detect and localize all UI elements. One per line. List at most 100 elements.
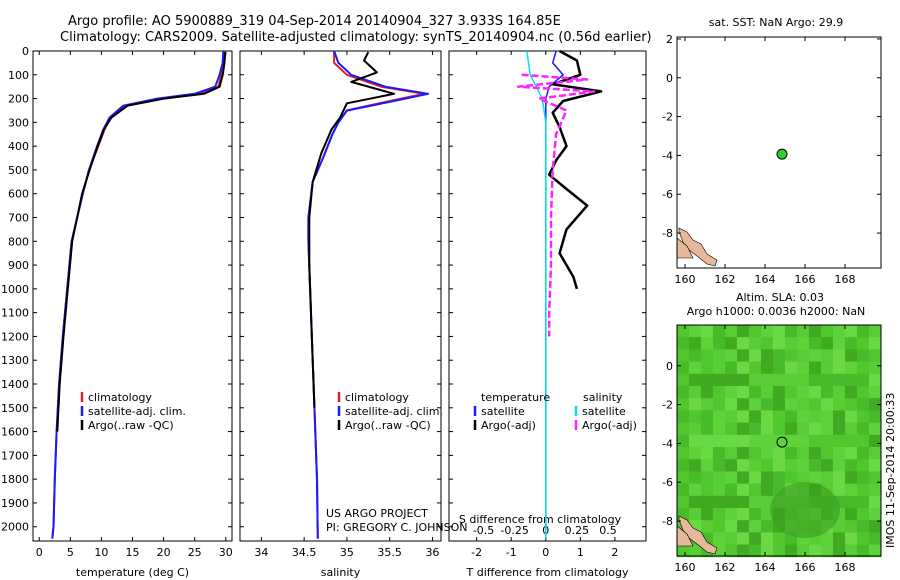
sla-heatmap-cell xyxy=(713,532,726,545)
sla-heatmap-cell xyxy=(749,508,762,521)
sla-heatmap-cell xyxy=(713,520,726,533)
sla-heatmap-cell xyxy=(845,459,858,472)
sla-heatmap-cell xyxy=(785,422,798,436)
sla-heatmap-cell xyxy=(845,373,858,387)
sla-heatmap-cell xyxy=(857,459,870,472)
difference-top-axis-label: S difference from climatology xyxy=(459,513,622,526)
sla-heatmap-cell xyxy=(797,386,810,399)
difference-series-line xyxy=(526,50,547,539)
difference-series-line xyxy=(516,73,596,337)
depth-axis-tick-label: 1300 xyxy=(1,354,29,367)
sla-heatmap-cell xyxy=(785,434,798,448)
sla-heatmap-cell xyxy=(869,508,882,521)
sla-heatmap-cell xyxy=(725,471,738,484)
sla-heatmap-cell xyxy=(689,422,702,436)
page-subtitle: Climatology: CARS2009. Satellite-adjuste… xyxy=(60,30,652,45)
sla-heatmap-cell xyxy=(821,373,834,387)
sla-heatmap-cell xyxy=(785,459,798,472)
sla-heatmap-cell xyxy=(833,398,846,411)
sla-heatmap-cell xyxy=(845,386,858,399)
sst-map-x-tick-label: 162 xyxy=(715,273,736,286)
sla-map-title: Altim. SLA: 0.03 xyxy=(736,291,824,304)
sla-heatmap-cell xyxy=(749,349,762,362)
sla-heatmap-cell xyxy=(845,495,858,509)
sla-heatmap-cell xyxy=(821,422,834,436)
sla-heatmap-cell xyxy=(701,373,714,387)
depth-axis-tick-label: 1400 xyxy=(1,378,29,391)
sla-heatmap-cell xyxy=(845,325,858,338)
sla-heatmap-cell xyxy=(737,398,750,411)
sla-heatmap-cell xyxy=(701,361,714,375)
sla-heatmap-cell xyxy=(785,386,798,399)
sla-heatmap-cell xyxy=(857,544,870,558)
sla-heatmap-cell xyxy=(701,459,714,472)
sla-heatmap-cell xyxy=(857,373,870,387)
sla-heatmap-cell xyxy=(773,471,786,484)
depth-axis-tick-label: 900 xyxy=(8,259,29,272)
sla-heatmap-cell xyxy=(737,325,750,338)
sla-heatmap-cell xyxy=(809,349,822,362)
difference-axes-frame xyxy=(448,50,647,542)
difference-axis-tick-label: -2 xyxy=(471,546,482,559)
sla-heatmap-cell xyxy=(821,471,834,484)
sla-heatmap-cell xyxy=(677,483,690,497)
sla-heatmap-cell xyxy=(725,373,738,387)
sla-heatmap-cell xyxy=(689,373,702,387)
sla-heatmap-cell xyxy=(785,337,798,350)
depth-axis-tick-label: 1700 xyxy=(1,449,29,462)
sla-heatmap-cell xyxy=(869,349,882,362)
sla-heatmap-cell xyxy=(761,544,774,558)
credits-pi: PI: GREGORY C. JOHNSON xyxy=(326,521,467,534)
sla-heatmap-cell xyxy=(821,544,834,558)
sla-heatmap-cell xyxy=(701,337,714,350)
sla-heatmap-cell xyxy=(737,495,750,509)
sla-heatmap-cell xyxy=(737,349,750,362)
sla-heatmap-cell xyxy=(701,483,714,497)
sla-heatmap-cell xyxy=(725,325,738,338)
sla-heatmap-cell xyxy=(689,349,702,362)
sla-heatmap-cell xyxy=(809,434,822,448)
sla-heatmap-cell xyxy=(845,422,858,436)
sla-heatmap-cell xyxy=(701,398,714,411)
sla-heatmap-cell xyxy=(869,398,882,411)
sla-heatmap-cell xyxy=(821,337,834,350)
sla-heatmap-cell xyxy=(809,386,822,399)
salinity-legend-label: climatology xyxy=(345,391,409,404)
sla-heatmap-cell xyxy=(737,361,750,375)
difference-axis-tick-label: -1 xyxy=(506,546,517,559)
sla-heatmap-cell xyxy=(701,434,714,448)
sla-heatmap-cell xyxy=(869,325,882,338)
sla-heatmap-cell xyxy=(701,520,714,533)
sla-heatmap-cell xyxy=(725,422,738,436)
depth-axis-tick-label: 700 xyxy=(8,212,29,225)
sla-heatmap-cell xyxy=(701,508,714,521)
sla-map-x-tick-label: 164 xyxy=(755,561,776,574)
sla-heatmap-cell xyxy=(725,532,738,545)
temperature-axis-tick-label: 25 xyxy=(188,546,202,559)
sla-heatmap-cell xyxy=(737,459,750,472)
salinity-series-line xyxy=(308,51,395,408)
sla-heatmap-cell xyxy=(725,349,738,362)
sla-heatmap-cell xyxy=(749,434,762,448)
sla-heatmap-cell xyxy=(701,349,714,362)
sla-map-y-tick-label: -4 xyxy=(662,437,673,450)
sla-heatmap-cell xyxy=(845,349,858,362)
sst-map-land xyxy=(678,227,718,267)
sla-heatmap-cell xyxy=(773,361,786,375)
sla-heatmap-cell xyxy=(713,483,726,497)
sla-map-axes-frame xyxy=(676,324,882,557)
sla-heatmap-cell xyxy=(845,471,858,484)
sla-heatmap-cell xyxy=(689,361,702,375)
sla-map-argo-marker xyxy=(776,436,788,448)
sla-heatmap-cell xyxy=(845,361,858,375)
sla-heatmap-cell xyxy=(773,422,786,436)
sla-heatmap-cell xyxy=(713,508,726,521)
sla-heatmap-cell xyxy=(773,325,786,338)
sla-heatmap-cell xyxy=(857,495,870,509)
sla-heatmap-cell xyxy=(833,325,846,338)
sla-heatmap-cell xyxy=(713,361,726,375)
page-title: Argo profile: AO 5900889_319 04-Sep-2014… xyxy=(68,14,561,29)
sla-heatmap-cell xyxy=(797,459,810,472)
sla-heatmap-cell xyxy=(725,447,738,460)
